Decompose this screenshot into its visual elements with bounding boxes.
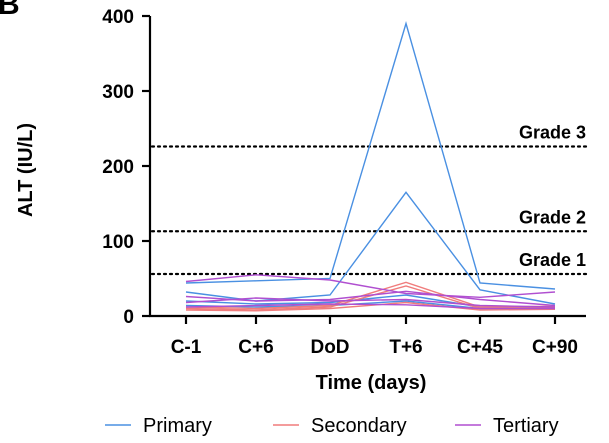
y-axis-ticks: 0 100 200 300 400 xyxy=(102,7,150,328)
y-tick-label: 0 xyxy=(123,307,134,328)
y-tick-label: 200 xyxy=(102,157,134,178)
y-axis-title: ALT (IU/L) xyxy=(15,123,37,217)
series-line-secondary xyxy=(185,301,556,312)
series-line-tertiary xyxy=(185,290,556,307)
legend-label-tertiary: Tertiary xyxy=(493,415,559,437)
x-tick-label: T+6 xyxy=(389,337,422,358)
y-tick-label: 100 xyxy=(102,232,134,253)
series-line-tertiary xyxy=(185,303,555,310)
series-line-primary xyxy=(185,20,556,290)
y-tick-label: 400 xyxy=(102,7,134,28)
x-tick-label: C+6 xyxy=(238,337,273,358)
legend: Primary Secondary Tertiary xyxy=(105,415,559,437)
grade-threshold-label: Grade 1 xyxy=(519,250,586,270)
panel-label: B xyxy=(0,0,20,21)
series-line-secondary xyxy=(185,281,556,310)
series-line-tertiary xyxy=(185,274,556,299)
series-line-primary xyxy=(185,191,556,305)
grade-threshold-label: Grade 2 xyxy=(519,207,586,227)
series-lines xyxy=(185,20,556,312)
legend-label-primary: Primary xyxy=(143,415,212,437)
legend-label-secondary: Secondary xyxy=(311,415,407,437)
x-axis-ticks: C-1 C+6 DoD T+6 C+45 C+90 xyxy=(171,316,578,358)
grade-threshold-label: Grade 3 xyxy=(519,123,586,143)
y-tick-label: 300 xyxy=(102,82,134,103)
x-tick-label: DoD xyxy=(310,337,349,358)
x-tick-label: C+45 xyxy=(457,337,503,358)
grade-thresholds: Grade 3 Grade 2 Grade 1 xyxy=(150,123,588,276)
x-tick-label: C+90 xyxy=(532,337,578,358)
x-axis-title: Time (days) xyxy=(316,372,427,394)
x-tick-label: C-1 xyxy=(171,337,202,358)
series-line-tertiary xyxy=(185,297,556,308)
